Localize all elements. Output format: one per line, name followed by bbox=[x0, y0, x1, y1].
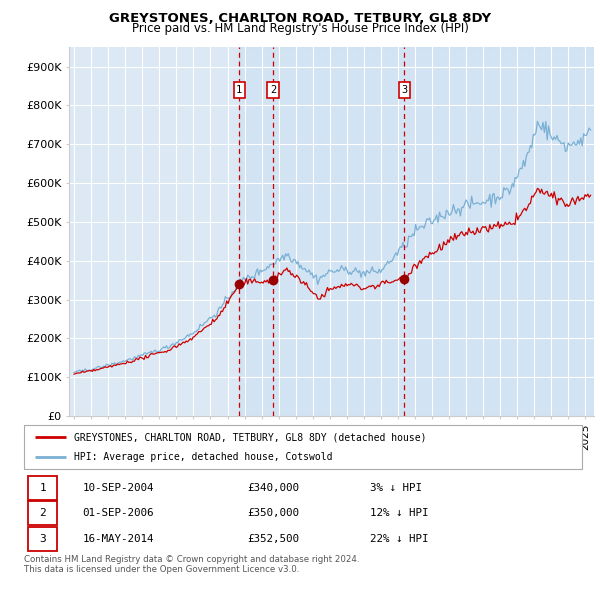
Text: GREYSTONES, CHARLTON ROAD, TETBURY, GL8 8DY: GREYSTONES, CHARLTON ROAD, TETBURY, GL8 … bbox=[109, 12, 491, 25]
Text: 2: 2 bbox=[270, 85, 276, 95]
Text: 01-SEP-2006: 01-SEP-2006 bbox=[83, 509, 154, 519]
Text: 10-SEP-2004: 10-SEP-2004 bbox=[83, 483, 154, 493]
Text: £352,500: £352,500 bbox=[247, 534, 299, 544]
FancyBboxPatch shape bbox=[28, 502, 58, 525]
Text: 2: 2 bbox=[40, 509, 46, 519]
Text: 3% ↓ HPI: 3% ↓ HPI bbox=[370, 483, 422, 493]
Text: 22% ↓ HPI: 22% ↓ HPI bbox=[370, 534, 428, 544]
Text: GREYSTONES, CHARLTON ROAD, TETBURY, GL8 8DY (detached house): GREYSTONES, CHARLTON ROAD, TETBURY, GL8 … bbox=[74, 432, 427, 442]
Text: 3: 3 bbox=[401, 85, 407, 95]
Text: 12% ↓ HPI: 12% ↓ HPI bbox=[370, 509, 428, 519]
FancyBboxPatch shape bbox=[28, 476, 58, 500]
Text: Contains HM Land Registry data © Crown copyright and database right 2024.: Contains HM Land Registry data © Crown c… bbox=[24, 555, 359, 563]
Bar bbox=[239, 47, 594, 416]
Text: This data is licensed under the Open Government Licence v3.0.: This data is licensed under the Open Gov… bbox=[24, 565, 299, 573]
Text: 1: 1 bbox=[40, 483, 46, 493]
FancyBboxPatch shape bbox=[28, 527, 58, 551]
Text: Price paid vs. HM Land Registry's House Price Index (HPI): Price paid vs. HM Land Registry's House … bbox=[131, 22, 469, 35]
Text: 16-MAY-2014: 16-MAY-2014 bbox=[83, 534, 154, 544]
Text: £350,000: £350,000 bbox=[247, 509, 299, 519]
Text: 1: 1 bbox=[236, 85, 242, 95]
Text: £340,000: £340,000 bbox=[247, 483, 299, 493]
Text: HPI: Average price, detached house, Cotswold: HPI: Average price, detached house, Cots… bbox=[74, 452, 333, 461]
Text: 3: 3 bbox=[40, 534, 46, 544]
